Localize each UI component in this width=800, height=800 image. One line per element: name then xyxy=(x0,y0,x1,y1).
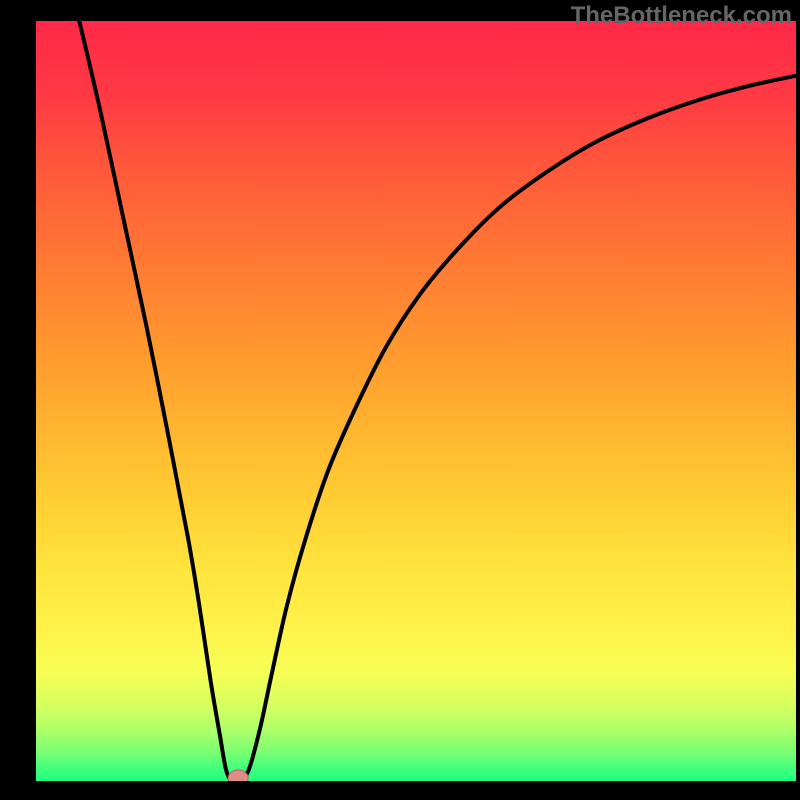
chart-canvas: TheBottleneck.com xyxy=(0,0,800,800)
heat-gradient-background xyxy=(36,21,796,781)
watermark-text: TheBottleneck.com xyxy=(571,2,792,30)
plot-area xyxy=(36,21,796,781)
